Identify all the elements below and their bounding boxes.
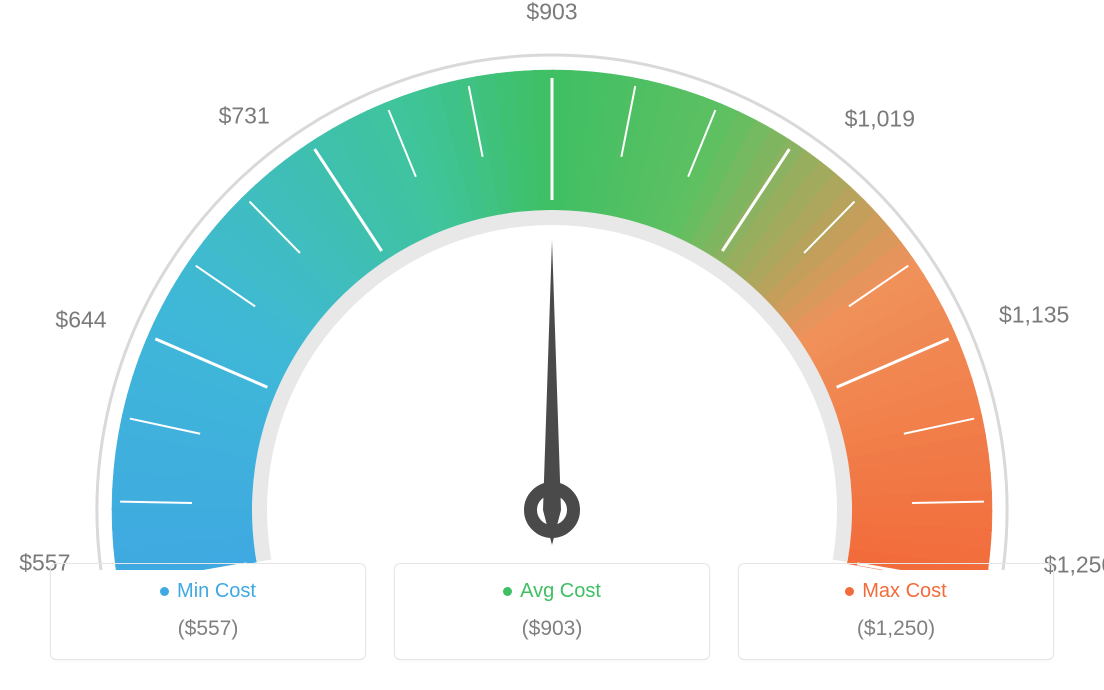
dot-icon (503, 587, 512, 596)
legend-title-text: Avg Cost (520, 580, 601, 603)
gauge-tick-label: $1,019 (845, 106, 915, 133)
gauge-tick-label: $1,135 (999, 302, 1069, 329)
legend: Min Cost ($557) Avg Cost ($903) Max Cost… (50, 563, 1054, 660)
legend-title-text: Max Cost (862, 580, 946, 603)
legend-value-avg: ($903) (405, 617, 699, 641)
dot-icon (160, 587, 169, 596)
legend-title-text: Min Cost (177, 580, 256, 603)
gauge-tick-label: $903 (526, 0, 577, 26)
cost-gauge: $557$644$731$903$1,019$1,135$1,250 (0, 10, 1104, 550)
legend-title-min: Min Cost (160, 580, 256, 603)
legend-card-max: Max Cost ($1,250) (738, 563, 1054, 660)
legend-value-max: ($1,250) (749, 617, 1043, 641)
legend-value-min: ($557) (61, 617, 355, 641)
legend-card-min: Min Cost ($557) (50, 563, 366, 660)
legend-title-avg: Avg Cost (503, 580, 601, 603)
dot-icon (845, 587, 854, 596)
gauge-tick-label: $731 (219, 102, 270, 129)
legend-title-max: Max Cost (845, 580, 946, 603)
legend-card-avg: Avg Cost ($903) (394, 563, 710, 660)
gauge-tick-label: $644 (55, 306, 106, 333)
